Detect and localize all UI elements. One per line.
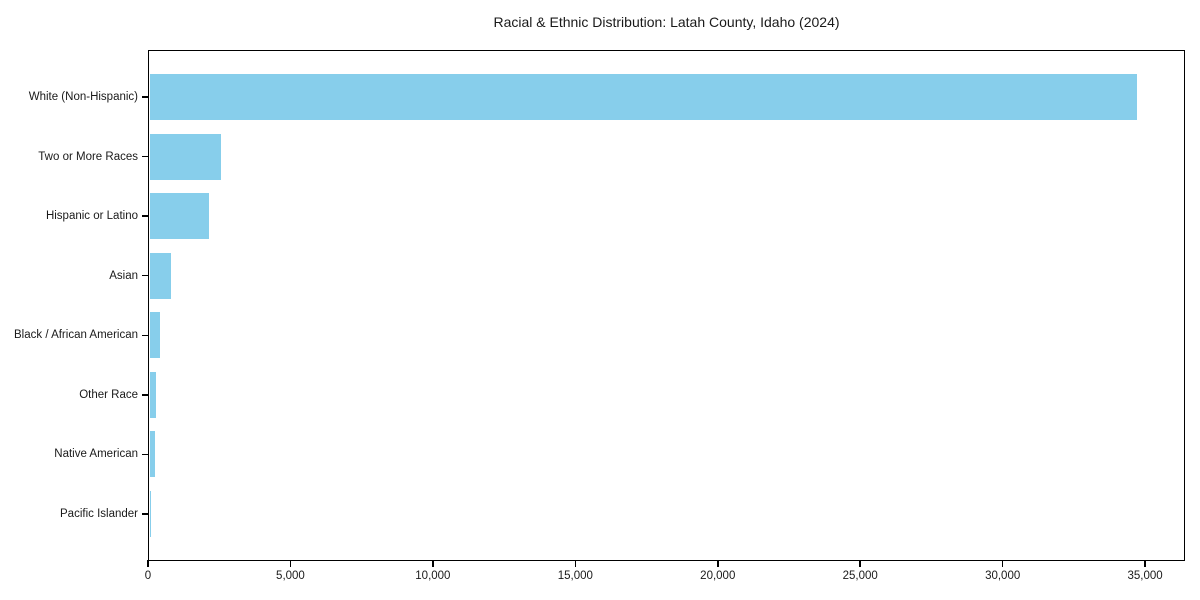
x-tick-label: 5,000 — [276, 570, 305, 582]
x-tick-mark — [432, 560, 434, 567]
x-tick-mark — [147, 560, 149, 567]
y-tick-mark — [141, 274, 148, 277]
y-tick-label-native-american: Native American — [54, 448, 138, 461]
y-tick-label-asian: Asian — [109, 269, 138, 282]
y-tick-label-two-or-more-races: Two or More Races — [38, 150, 138, 163]
bar-native-american — [149, 431, 155, 478]
bar-other-race — [149, 371, 156, 418]
x-tick-label: 0 — [144, 570, 152, 582]
x-tick-label: 25,000 — [842, 570, 878, 582]
y-tick-mark — [141, 96, 148, 98]
x-tick-label: 35,000 — [1127, 570, 1163, 582]
x-tick-mark — [1001, 560, 1004, 567]
x-tick-label: 15,000 — [557, 570, 593, 582]
y-tick-mark — [141, 453, 148, 456]
y-tick-label-other-race: Other Race — [79, 388, 138, 401]
y-tick-mark — [141, 215, 148, 217]
x-tick-mark — [1144, 560, 1146, 567]
y-tick-label-black-african-american: Black / African American — [14, 329, 138, 342]
y-tick-mark — [141, 334, 148, 337]
y-tick-label-pacific-islander: Pacific Islander — [60, 508, 138, 520]
chart-title: Racial & Ethnic Distribution: Latah Coun… — [493, 14, 840, 30]
bar-hispanic-or-latino — [149, 193, 210, 240]
y-tick-mark — [141, 155, 148, 158]
bar-asian — [149, 252, 171, 299]
bar-black-african-american — [149, 312, 161, 359]
x-tick-label: 20,000 — [700, 570, 736, 582]
x-tick-label: 30,000 — [985, 570, 1021, 582]
x-tick-mark — [717, 560, 719, 567]
bar-pacific-islander — [149, 491, 152, 537]
bar-white-non-hispanic — [149, 74, 1137, 120]
y-tick-mark — [141, 513, 148, 515]
y-tick-label-white-non-hispanic: White (Non-Hispanic) — [28, 91, 138, 103]
y-tick-mark — [141, 394, 148, 396]
x-tick-label: 10,000 — [415, 570, 451, 582]
plot-area — [148, 50, 1185, 561]
x-tick-mark — [859, 560, 861, 567]
y-tick-label-hispanic-or-latino: Hispanic or Latino — [45, 210, 138, 223]
bar-two-or-more-races — [149, 133, 221, 180]
x-tick-mark — [289, 560, 292, 567]
x-tick-mark — [574, 560, 577, 567]
